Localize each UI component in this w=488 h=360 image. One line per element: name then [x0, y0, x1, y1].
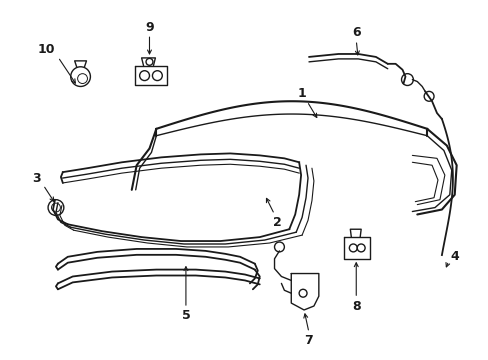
- Text: 8: 8: [351, 300, 360, 312]
- Text: 9: 9: [145, 21, 154, 34]
- Text: 7: 7: [304, 334, 313, 347]
- Text: 4: 4: [449, 250, 458, 263]
- Text: 10: 10: [37, 42, 55, 55]
- Text: 5: 5: [181, 309, 190, 322]
- Text: 2: 2: [273, 216, 281, 229]
- Text: 1: 1: [297, 87, 306, 100]
- Text: 3: 3: [32, 171, 41, 185]
- Text: 6: 6: [351, 26, 360, 39]
